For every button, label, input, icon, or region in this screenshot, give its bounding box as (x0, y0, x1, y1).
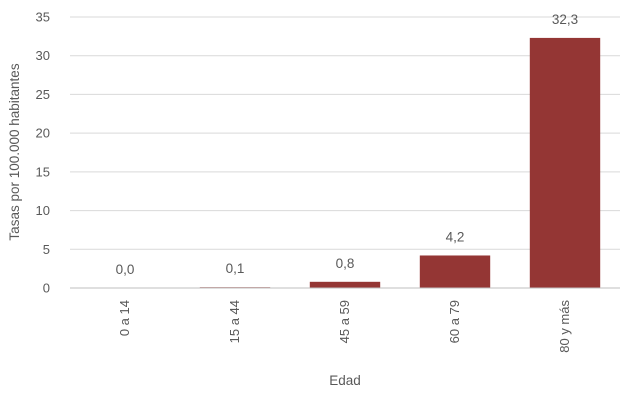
data-label: 0,1 (226, 261, 245, 276)
y-tick-label: 25 (36, 87, 50, 102)
x-tick-label: 60 a 79 (447, 300, 462, 343)
y-tick-label: 0 (43, 281, 50, 296)
data-label: 32,3 (552, 12, 578, 27)
x-tick-label: 45 a 59 (337, 300, 352, 343)
x-tick-label: 15 a 44 (227, 300, 242, 343)
y-tick-label: 15 (36, 164, 50, 179)
x-tick-label: 80 y más (557, 300, 572, 353)
y-tick-label: 30 (36, 48, 50, 63)
data-label: 4,2 (446, 229, 465, 244)
y-tick-label: 5 (43, 242, 50, 257)
bars (199, 37, 601, 288)
x-axis-title: Edad (329, 373, 361, 388)
bar (309, 281, 381, 288)
y-axis-title: Tasas por 100.000 habitantes (7, 63, 22, 240)
data-label: 0,8 (336, 256, 355, 271)
gridlines (70, 16, 620, 250)
data-labels: 0,0 0,1 0,8 4,2 32,3 (116, 12, 579, 277)
y-axis-tick-labels: 0 5 10 15 20 25 30 35 (36, 10, 50, 296)
bar (419, 255, 491, 288)
bar (529, 37, 601, 288)
data-label: 0,0 (116, 262, 135, 277)
y-tick-label: 35 (36, 10, 50, 25)
x-axis-tick-labels: 0 a 14 15 a 44 45 a 59 60 a 79 80 y más (117, 300, 572, 353)
y-tick-label: 10 (36, 203, 50, 218)
x-tick-label: 0 a 14 (117, 300, 132, 336)
y-tick-label: 20 (36, 126, 50, 141)
